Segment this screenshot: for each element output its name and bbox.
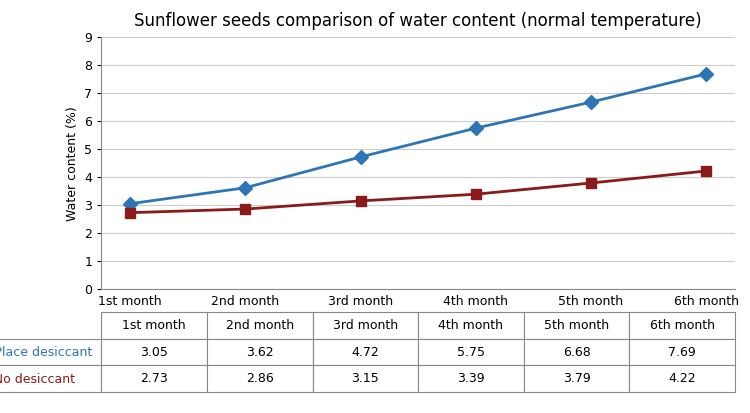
Place desiccant <box>241 185 250 190</box>
Place desiccant <box>702 71 711 76</box>
No desiccant <box>586 180 596 185</box>
No desiccant <box>125 210 134 215</box>
Legend: Place desiccant, No desiccant: Place desiccant, No desiccant <box>107 341 250 383</box>
No desiccant <box>356 199 365 204</box>
Place desiccant <box>125 201 134 206</box>
No desiccant <box>702 169 711 173</box>
Line: No desiccant: No desiccant <box>125 166 711 218</box>
Place desiccant <box>356 154 365 159</box>
Title: Sunflower seeds comparison of water content (normal temperature): Sunflower seeds comparison of water cont… <box>134 12 702 30</box>
No desiccant <box>241 206 250 211</box>
Y-axis label: Water content (%): Water content (%) <box>66 106 79 221</box>
Place desiccant <box>586 100 596 104</box>
Place desiccant <box>471 126 480 131</box>
No desiccant <box>471 192 480 197</box>
Line: Place desiccant: Place desiccant <box>125 69 711 209</box>
